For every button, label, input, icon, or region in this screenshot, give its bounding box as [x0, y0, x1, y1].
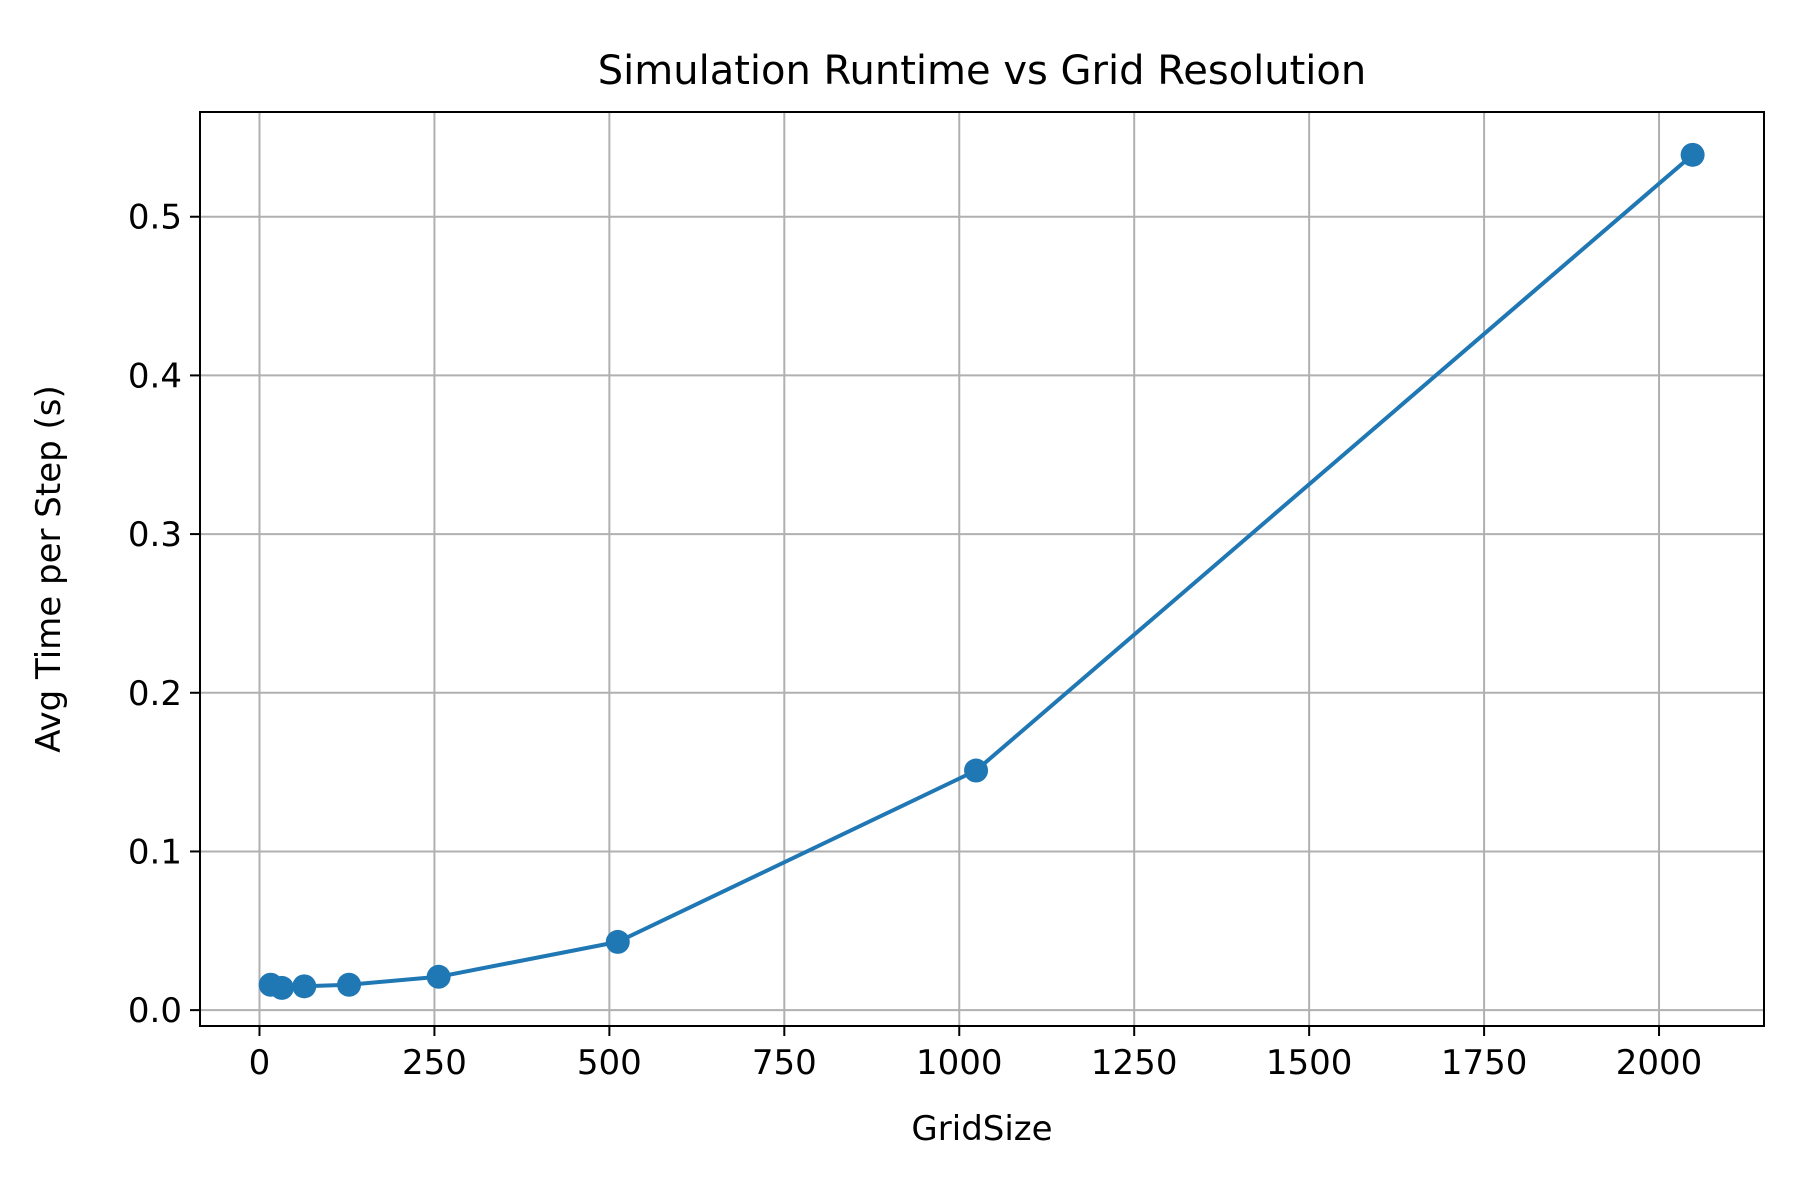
y-tick-label: 0.3 — [128, 515, 182, 555]
x-tick-label: 0 — [249, 1043, 271, 1083]
y-axis-label: Avg Time per Step (s) — [29, 385, 69, 753]
series-layer — [258, 142, 1705, 1000]
y-tick-label: 0.0 — [128, 991, 182, 1031]
series-line — [270, 153, 1694, 990]
axis-ticks: 0 250 500 750 1000 1250 1500 1750 2000 0.0 0.1 0.2 0… — [128, 198, 1702, 1083]
data-point — [292, 974, 317, 999]
x-tick-label: 1500 — [1266, 1043, 1353, 1083]
x-tick-label: 250 — [402, 1043, 467, 1083]
x-tick-label: 1000 — [916, 1043, 1003, 1083]
data-point — [269, 975, 294, 1000]
x-tick-label: 1750 — [1441, 1043, 1528, 1083]
y-tick-label: 0.4 — [128, 356, 182, 396]
grid-lines — [200, 112, 1764, 1026]
y-tick-label: 0.1 — [128, 832, 182, 872]
y-tick-label: 0.2 — [128, 674, 182, 714]
x-tick-label: 1250 — [1091, 1043, 1178, 1083]
x-axis-label: GridSize — [911, 1109, 1052, 1149]
chart-title: Simulation Runtime vs Grid Resolution — [598, 48, 1366, 94]
data-point — [964, 758, 989, 783]
data-point — [337, 972, 362, 997]
data-point — [1680, 142, 1705, 167]
data-point — [605, 929, 630, 954]
data-point — [426, 964, 451, 989]
x-tick-label: 750 — [752, 1043, 817, 1083]
plot-area-frame — [199, 111, 1765, 1027]
x-tick-label: 500 — [577, 1043, 642, 1083]
x-tick-label: 2000 — [1616, 1043, 1703, 1083]
y-tick-label: 0.5 — [128, 198, 182, 238]
